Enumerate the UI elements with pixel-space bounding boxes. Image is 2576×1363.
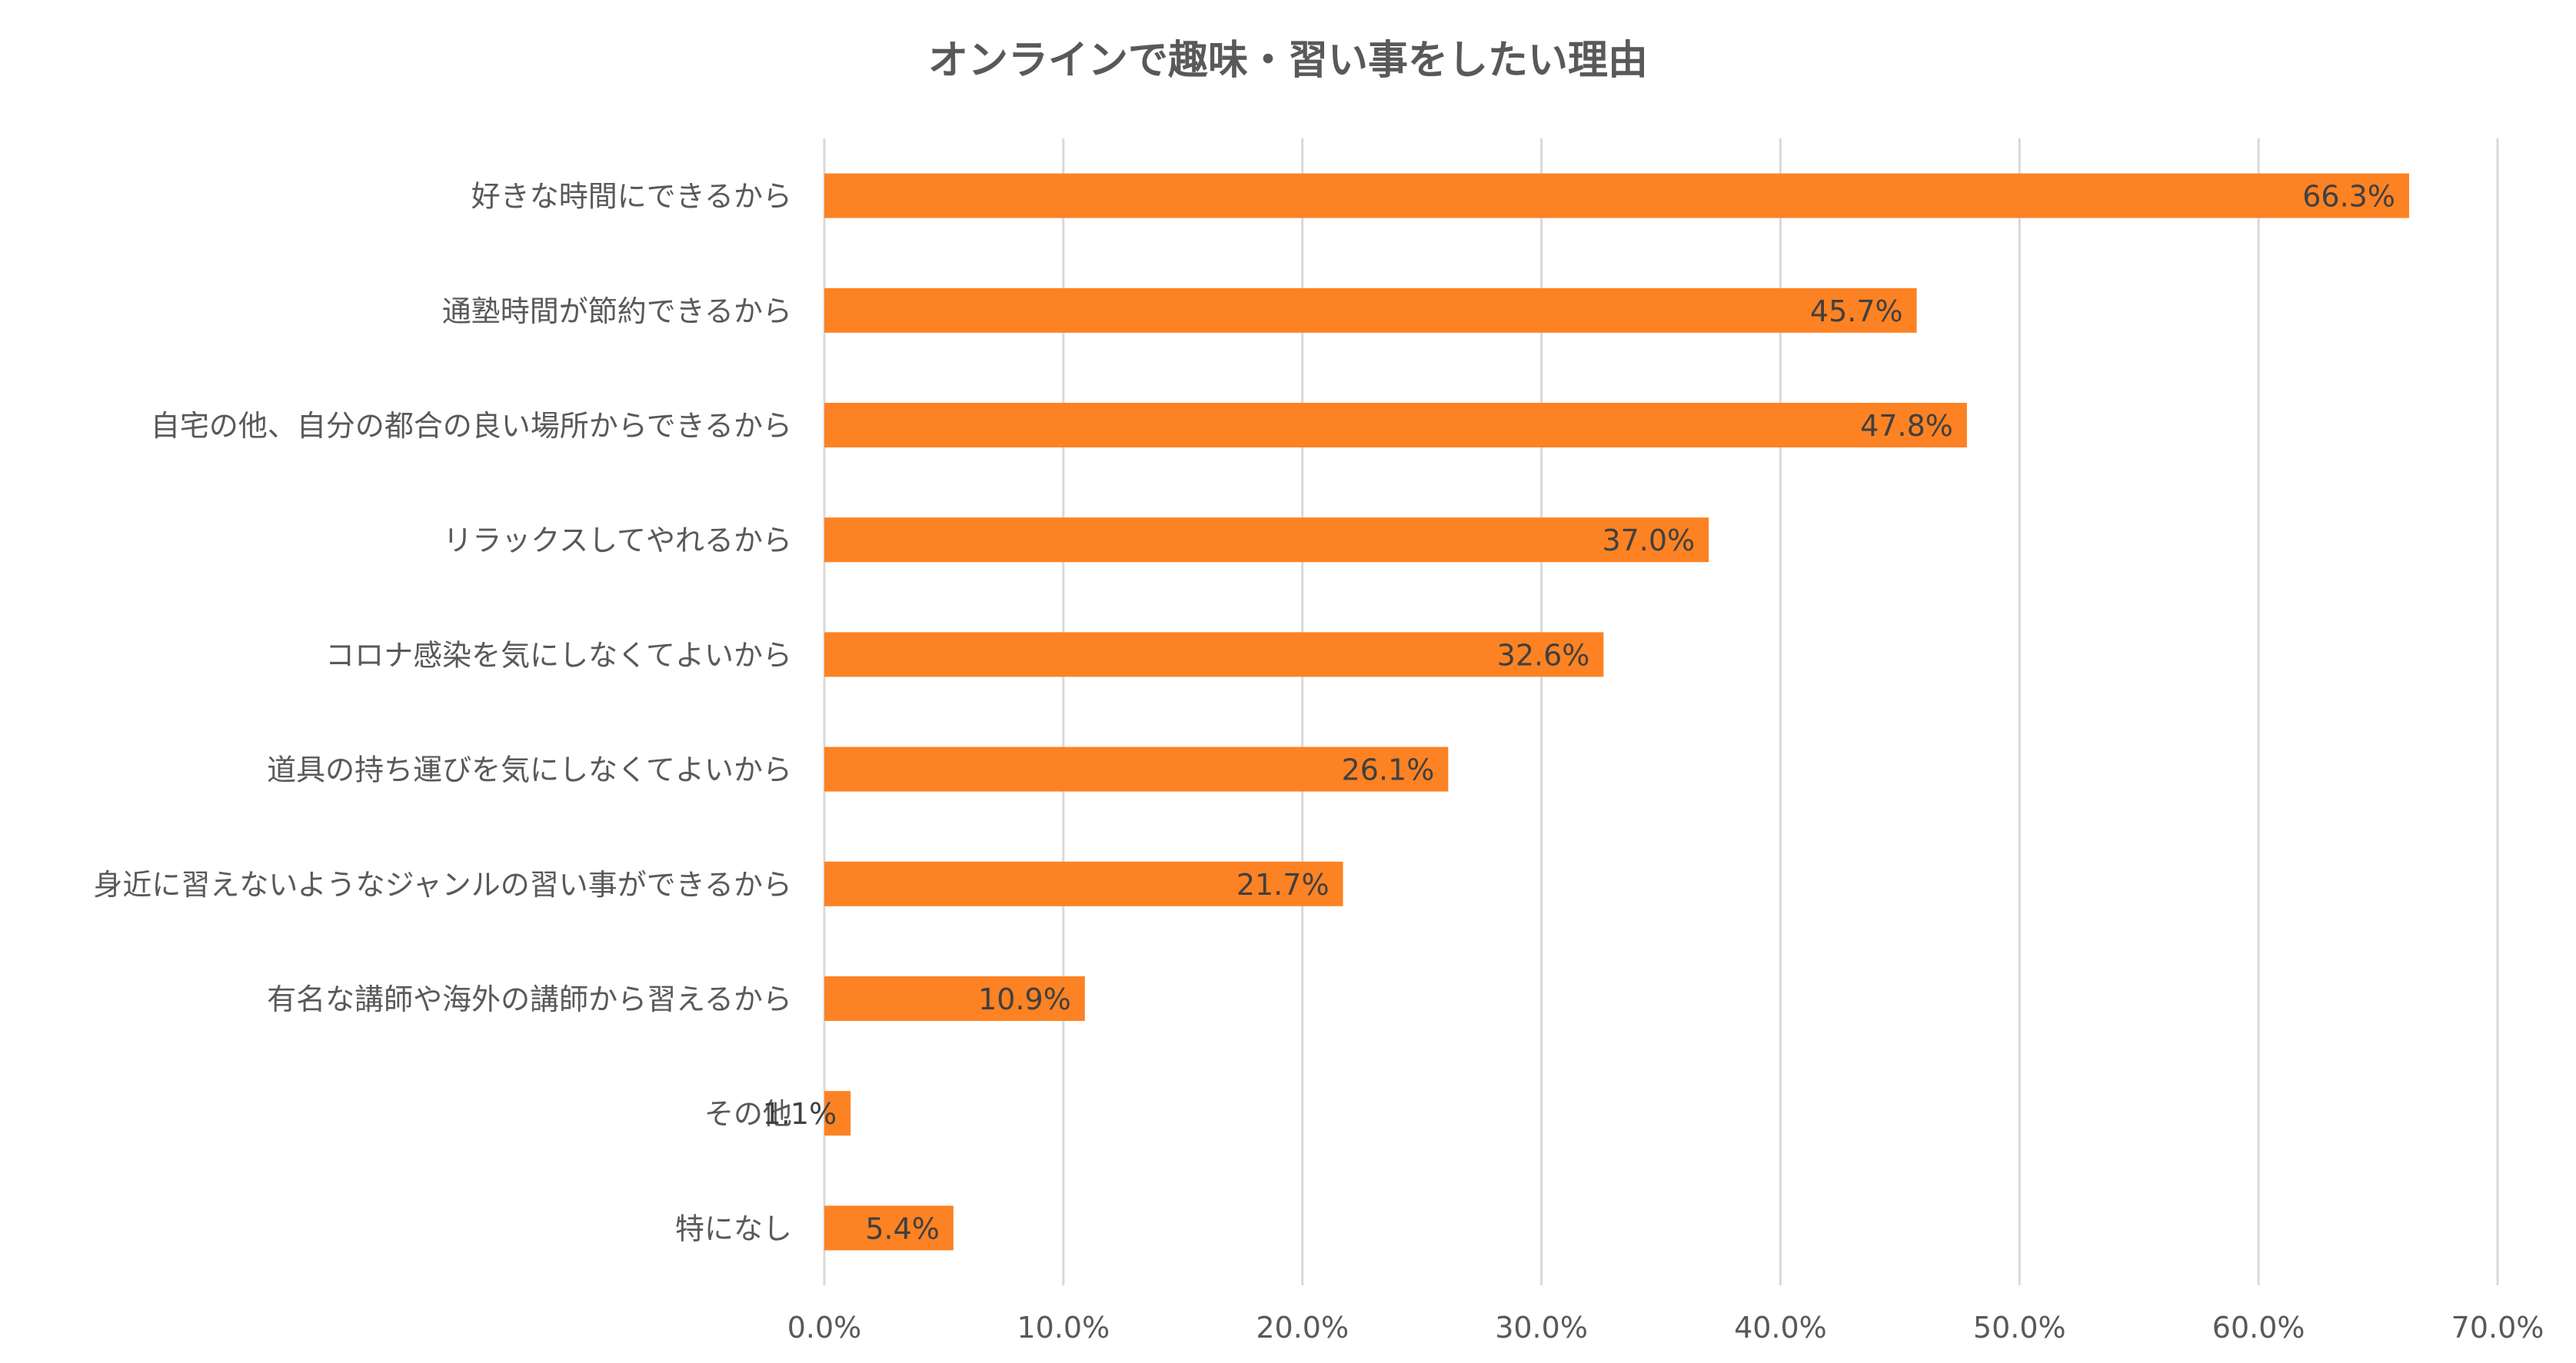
- data-label-0: 66.3%: [2302, 180, 2395, 214]
- category-label-3: リラックスしてやれるから: [443, 524, 792, 557]
- bar-5: [824, 746, 1449, 792]
- category-label-7: 有名な講師や海外の講師から習えるから: [267, 982, 792, 1016]
- bar-4: [824, 632, 1604, 677]
- x-tick-label-6: 60.0%: [2212, 1311, 2305, 1345]
- category-label-0: 好きな時間にできるから: [471, 180, 792, 214]
- chart-title: オンラインで趣味・習い事をしたい理由: [928, 38, 1648, 84]
- data-label-1: 45.7%: [1810, 294, 1903, 328]
- data-label-8: 1.1%: [763, 1097, 837, 1131]
- category-label-5: 道具の持ち運びを気にしなくてよいから: [267, 753, 792, 787]
- data-label-7: 10.9%: [978, 982, 1071, 1016]
- bars: [824, 173, 2409, 1251]
- x-tick-label-7: 70.0%: [2451, 1311, 2544, 1345]
- x-tick-label-2: 20.0%: [1256, 1311, 1349, 1345]
- x-tick-label-3: 30.0%: [1495, 1311, 1588, 1345]
- data-label-5: 26.1%: [1342, 753, 1435, 787]
- bar-1: [824, 288, 1917, 333]
- category-label-2: 自宅の他、自分の都合の良い場所からできるから: [151, 409, 792, 443]
- data-label-2: 47.8%: [1860, 409, 1953, 443]
- x-tick-label-4: 40.0%: [1734, 1311, 1827, 1345]
- bar-3: [824, 517, 1709, 563]
- category-label-8: その他: [704, 1097, 792, 1131]
- bar-2: [824, 403, 1967, 447]
- category-label-6: 身近に習えないようなジャンルの習い事ができるから: [93, 868, 792, 902]
- category-labels: 好きな時間にできるから通塾時間が節約できるから自宅の他、自分の都合の良い場所から…: [93, 180, 792, 1246]
- x-tick-label-1: 10.0%: [1017, 1311, 1110, 1345]
- x-tick-label-0: 0.0%: [787, 1311, 862, 1345]
- category-label-1: 通塾時間が節約できるから: [442, 294, 792, 328]
- category-label-9: 特になし: [675, 1212, 792, 1245]
- bar-0: [824, 173, 2409, 218]
- x-tick-label-5: 50.0%: [1973, 1311, 2066, 1345]
- bar-6: [824, 861, 1343, 906]
- data-label-4: 32.6%: [1497, 638, 1590, 672]
- data-label-6: 21.7%: [1236, 868, 1330, 902]
- x-axis-tick-labels: 0.0% 10.0% 20.0% 30.0% 40.0% 50.0% 60.0% 70.0%: [787, 1311, 2544, 1345]
- bar-8: [824, 1091, 851, 1136]
- bar-9: [824, 1205, 954, 1251]
- data-labels: 66.3% 45.7% 47.8% 37.0% 32.6% 26.1% 21.7% 10.9%…: [763, 180, 2395, 1246]
- data-label-3: 37.0%: [1602, 524, 1695, 557]
- bar-7: [824, 976, 1085, 1021]
- category-label-4: コロナ感染を気にしなくてよいから: [325, 638, 792, 672]
- data-label-9: 5.4%: [865, 1212, 940, 1245]
